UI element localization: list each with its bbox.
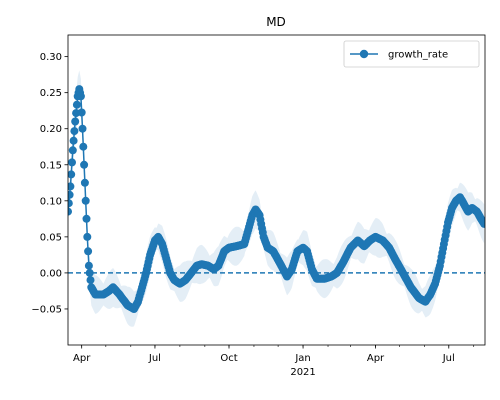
y-axis: −0.05 0.00 0.05 0.10 0.15 0.20 0.25 0.30 xyxy=(31,52,68,315)
x-tick-label: Jul xyxy=(148,353,161,364)
data-point xyxy=(68,146,77,155)
y-tick-label: 0.20 xyxy=(40,124,62,135)
data-point xyxy=(68,207,72,216)
data-point xyxy=(78,124,87,133)
data-point xyxy=(68,190,74,199)
data-point xyxy=(82,214,91,223)
data-point xyxy=(86,276,95,285)
data-point xyxy=(70,127,79,136)
data-point xyxy=(77,108,86,117)
y-tick-label: 0.05 xyxy=(40,232,62,243)
data-point xyxy=(81,196,90,205)
data-point xyxy=(85,268,94,277)
data-point xyxy=(68,170,76,179)
x-tick-label: Oct xyxy=(220,353,237,364)
data-point xyxy=(68,158,76,167)
data-point xyxy=(84,261,93,270)
series-line xyxy=(68,88,485,311)
data-point xyxy=(72,100,81,109)
chart-title: MD xyxy=(266,15,286,29)
data-point xyxy=(480,219,485,228)
uncertainty-band xyxy=(68,70,485,327)
data-point xyxy=(71,117,80,126)
x-tick-label: Apr xyxy=(367,353,385,364)
data-point xyxy=(79,142,88,151)
x-tick-label: Jul xyxy=(442,353,455,364)
data-point xyxy=(69,136,78,145)
data-point xyxy=(68,182,75,191)
y-tick-label: 0.25 xyxy=(40,88,62,99)
series-markers xyxy=(68,85,485,313)
data-point xyxy=(83,232,92,241)
data-point xyxy=(80,160,89,169)
plot-frame xyxy=(67,34,486,346)
y-tick-label: 0.30 xyxy=(40,52,62,63)
x-tick-label: Apr xyxy=(73,353,91,364)
data-point xyxy=(68,199,73,208)
x-tick-year-label: 2021 xyxy=(290,367,315,378)
y-tick-label: −0.05 xyxy=(31,304,62,315)
y-tick-label: 0.00 xyxy=(40,268,62,279)
x-axis: Apr Jul Oct Jan 2021 Apr Jul xyxy=(73,345,475,378)
legend-label: growth_rate xyxy=(388,50,448,61)
x-tick-label: Jan xyxy=(294,353,310,364)
plot-area xyxy=(68,70,485,327)
data-point xyxy=(80,178,89,187)
data-point xyxy=(84,247,93,256)
y-tick-label: 0.15 xyxy=(40,160,62,171)
legend: growth_rate xyxy=(343,40,480,68)
legend-box xyxy=(343,40,480,68)
data-point xyxy=(76,92,85,101)
legend-marker xyxy=(359,49,369,59)
y-tick-label: 0.10 xyxy=(40,196,62,207)
plot-content xyxy=(68,70,485,327)
